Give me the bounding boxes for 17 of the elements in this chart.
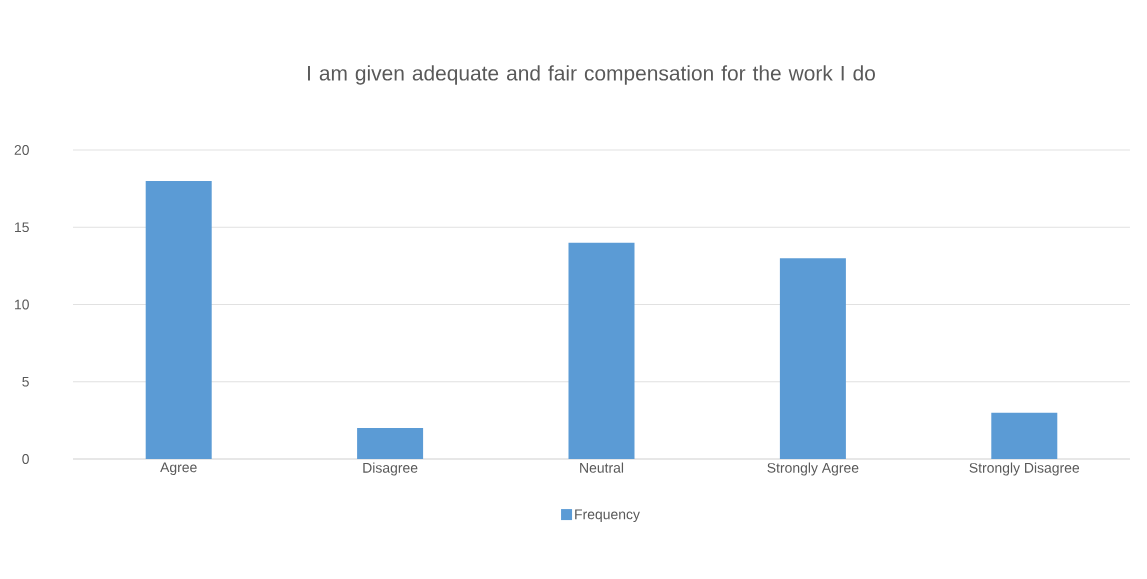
y-tick-label: 5 xyxy=(22,376,29,387)
bar xyxy=(357,428,424,459)
bar xyxy=(145,180,212,459)
y-tick-label: 10 xyxy=(15,299,29,310)
x-tick-label: Agree xyxy=(160,462,197,476)
y-tick-label: 0 xyxy=(22,454,29,464)
bar xyxy=(568,242,635,459)
chart-title: I am given adequate and fair compensation for the work I do xyxy=(308,65,875,85)
bar xyxy=(991,412,1058,459)
x-tick-label: Strongly Disagree xyxy=(969,462,1080,476)
x-tick-label: Neutral xyxy=(580,462,624,473)
bar xyxy=(779,258,846,459)
x-tick-label: Disagree xyxy=(363,462,418,476)
x-tick-label: Strongly Agree xyxy=(767,462,859,476)
y-tick-label: 20 xyxy=(14,145,29,155)
y-tick-label: 15 xyxy=(15,222,29,233)
legend-label: Frequency xyxy=(575,509,640,523)
